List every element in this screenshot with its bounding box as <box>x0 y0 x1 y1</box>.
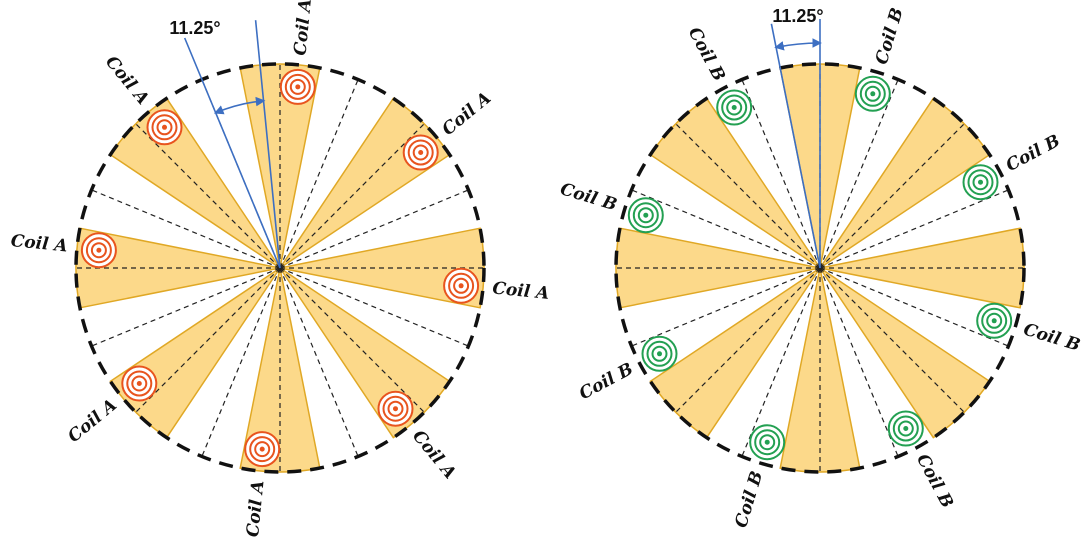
radial-dashed-line <box>675 267 821 413</box>
angle-arc <box>774 38 822 51</box>
coil-b-diagram: Coil B Coil B Coil B Coil B Coil B Coil B Coil… <box>558 6 1083 531</box>
coil-label: Coil B <box>1003 131 1064 176</box>
coil-a-diagram: Coil A Coil A Coil A Coil A Coil A Coil A Coil… <box>10 0 550 538</box>
angle-label: 11.25° <box>772 6 823 26</box>
coil-label: Coil B <box>912 451 957 512</box>
radial-dashed-line <box>91 189 281 269</box>
radial-dashed-line <box>91 267 281 347</box>
radial-dashed-line <box>741 79 821 269</box>
angle-reference-line <box>183 37 281 269</box>
radial-dashed-line <box>279 79 359 269</box>
coil-icon <box>279 68 316 105</box>
radial-dashed-line <box>741 267 821 457</box>
radial-dashed-line <box>631 267 821 347</box>
coil-icon <box>244 431 281 468</box>
coil-label: Coil B <box>872 6 908 67</box>
angle-arc <box>213 96 266 115</box>
radial-dashed-line <box>631 189 821 269</box>
radial-dashed-line <box>135 123 281 269</box>
radial-dashed-line <box>819 267 1009 347</box>
angle-reference-line <box>770 23 821 269</box>
radial-dashed-line <box>279 267 359 457</box>
coil-label: Coil A <box>101 52 153 109</box>
radial-dashed-line <box>135 267 281 413</box>
coil-label: Coil A <box>438 88 495 140</box>
coil-icon <box>854 75 891 112</box>
radial-dashed-line <box>819 267 899 457</box>
coil-label: Coil A <box>290 0 315 56</box>
coil-icon <box>716 89 753 126</box>
coil-label: Coil A <box>243 479 268 538</box>
coil-icon <box>402 134 439 171</box>
coil-icon <box>641 335 678 372</box>
coil-icon <box>80 232 117 269</box>
coil-icon <box>976 302 1013 339</box>
coil-icon <box>627 197 664 234</box>
angle-reference-line <box>254 20 281 269</box>
coil-label: Coil A <box>408 426 460 483</box>
coil-label: Coil A <box>492 278 551 303</box>
coil-icon <box>146 109 183 146</box>
coil-icon <box>121 365 158 402</box>
coil-icon <box>377 390 414 427</box>
radial-dashed-line <box>201 267 281 457</box>
coil-label: Coil A <box>64 395 121 447</box>
coil-label: Coil B <box>731 469 767 530</box>
coil-label: Coil B <box>558 179 619 215</box>
coil-label: Coil A <box>10 231 69 256</box>
outer-dashed-circle <box>614 62 1026 474</box>
coil-icon <box>887 410 924 447</box>
radial-dashed-line <box>279 267 425 413</box>
coil-icon <box>962 164 999 201</box>
coil-label: Coil B <box>576 359 637 404</box>
radial-dashed-line <box>279 189 469 269</box>
radial-dashed-line <box>819 123 965 269</box>
radial-dashed-line <box>819 189 1009 269</box>
radial-dashed-line <box>279 267 469 347</box>
radial-dashed-line <box>279 123 425 269</box>
coil-label: Coil B <box>684 24 729 85</box>
radial-dashed-line <box>675 123 821 269</box>
coil-icon <box>749 424 786 461</box>
coil-label: Coil B <box>1021 320 1082 356</box>
angle-label: 11.25° <box>169 18 220 38</box>
radial-dashed-line <box>819 79 899 269</box>
outer-dashed-circle <box>74 62 486 474</box>
radial-dashed-line <box>819 267 965 413</box>
coil-icon <box>443 267 480 304</box>
